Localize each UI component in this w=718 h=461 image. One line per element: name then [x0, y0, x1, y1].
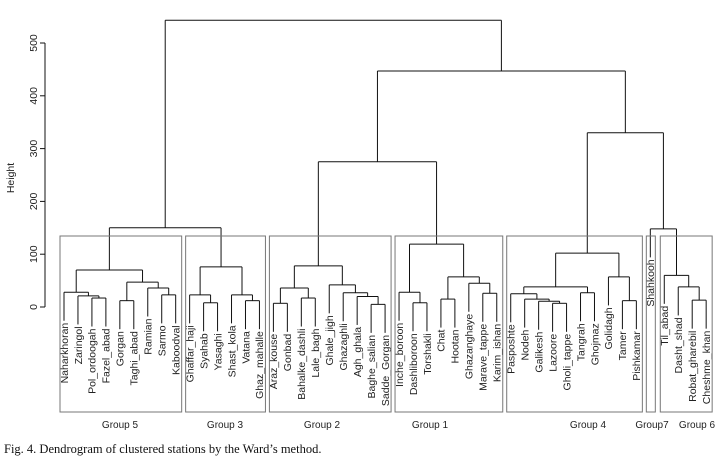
leaf-label: Dashliboroon [408, 333, 420, 395]
leaf-label: Inche_boroon [394, 323, 406, 387]
dendrogram-tree [63, 19, 707, 333]
group-label: Group 4 [570, 420, 607, 431]
leaf-labels: Pol_ordoogah Fazel_abad ZaringolNaharkhora… [59, 259, 713, 406]
group-boxes: Group 5 Group 3 Group 2 Group 1 Group 4 Group… [59, 235, 716, 431]
leaf-label: Gholi_tappe [561, 334, 573, 391]
leaf-label: Marave_tappe [478, 324, 490, 391]
leaf-label: Yasaghi [212, 333, 224, 370]
leaf-label: Gonbad [282, 334, 294, 372]
group-box [506, 235, 643, 413]
leaf-label: Gorgan [115, 331, 127, 366]
leaf-label: Galikesh [533, 332, 545, 373]
leaf-label: Baghe_salian [366, 335, 378, 399]
leaf-label: Robat_gharebil [687, 331, 699, 402]
leaf-label: Bahalke_dashli [296, 329, 308, 400]
leaf-label: Ghazaghli [338, 323, 350, 370]
y-axis-label: Height [5, 163, 17, 193]
y-tick-label: 200 [28, 192, 40, 210]
y-tick-label: 0 [28, 304, 40, 310]
leaf-label: Shast_kola [226, 325, 238, 377]
leaf-label: Pishkamar [631, 331, 643, 381]
leaf-label: Ghaz_mahalle [254, 331, 266, 399]
leaf-label: Lale_bagh [310, 328, 322, 377]
leaf-label: Agh_ghala [352, 327, 364, 377]
leaf-label: Fazel_abad [101, 328, 113, 383]
leaf-label: Araz_kouse [268, 334, 280, 390]
leaf-label: Chat [436, 330, 448, 352]
group-box [394, 235, 504, 413]
leaf-label: Lazoore [547, 334, 559, 372]
leaf-label: Sadde_Gorgan [380, 335, 392, 406]
leaf-label: Sarmo [157, 325, 169, 356]
leaf-label: Torshakli [422, 333, 434, 374]
leaf-label: Dasht_shad [673, 317, 685, 373]
leaf-label: Syahab [198, 333, 210, 369]
leaf-label: Ghaffar_haji [184, 325, 196, 382]
leaf-label: Ghazanghaye [464, 314, 476, 380]
leaf-label: Ghojmaz [589, 323, 601, 365]
leaf-label: Vatana [240, 331, 252, 364]
y-tick-label: 500 [28, 34, 40, 52]
leaf-label: Hootan [450, 329, 462, 363]
group-box [268, 235, 392, 413]
y-tick-label: 300 [28, 140, 40, 158]
group-label: Group 3 [207, 420, 244, 431]
y-tick-label: 100 [28, 245, 40, 263]
y-tick-label: 400 [28, 87, 40, 105]
leaf-label: Shahkooh [645, 259, 657, 306]
leaf-label: Ramian [143, 318, 155, 354]
group-label: Group 6 [679, 420, 716, 431]
group-label: Group 5 [102, 420, 139, 431]
leaf-label: Karim_ishan [492, 324, 504, 383]
leaf-label: Tamer [617, 331, 629, 361]
leaf-label: Golidagh [603, 307, 615, 349]
leaf-label: Zaringol [73, 326, 85, 364]
group-label: Group7 [635, 420, 669, 431]
group-box [185, 235, 266, 413]
group-box [59, 235, 183, 413]
leaf-label: Nodeh [519, 329, 531, 360]
leaf-label: Tangrah [575, 323, 587, 361]
leaf-label: Pol_ordoogah [87, 328, 99, 394]
y-axis: 0 100 200 300 400 500 [28, 34, 46, 310]
leaf-label: Til_abad [659, 306, 671, 346]
figure-caption: Fig. 4. Dendrogram of clustered stations… [4, 442, 321, 456]
group-label: Group 2 [304, 420, 341, 431]
group-box [645, 235, 656, 413]
leaf-label: Cheshme_khan [701, 330, 713, 404]
group-label: Group 1 [412, 420, 449, 431]
leaf-label: Naharkhoran [59, 323, 71, 384]
leaf-label: Ghale_jigh [324, 315, 336, 365]
leaf-label: Pasposhte [506, 324, 518, 374]
group-box [659, 235, 713, 413]
leaf-label: Kaboodval [170, 325, 182, 375]
leaf-label: Taghi_abad [129, 331, 141, 385]
